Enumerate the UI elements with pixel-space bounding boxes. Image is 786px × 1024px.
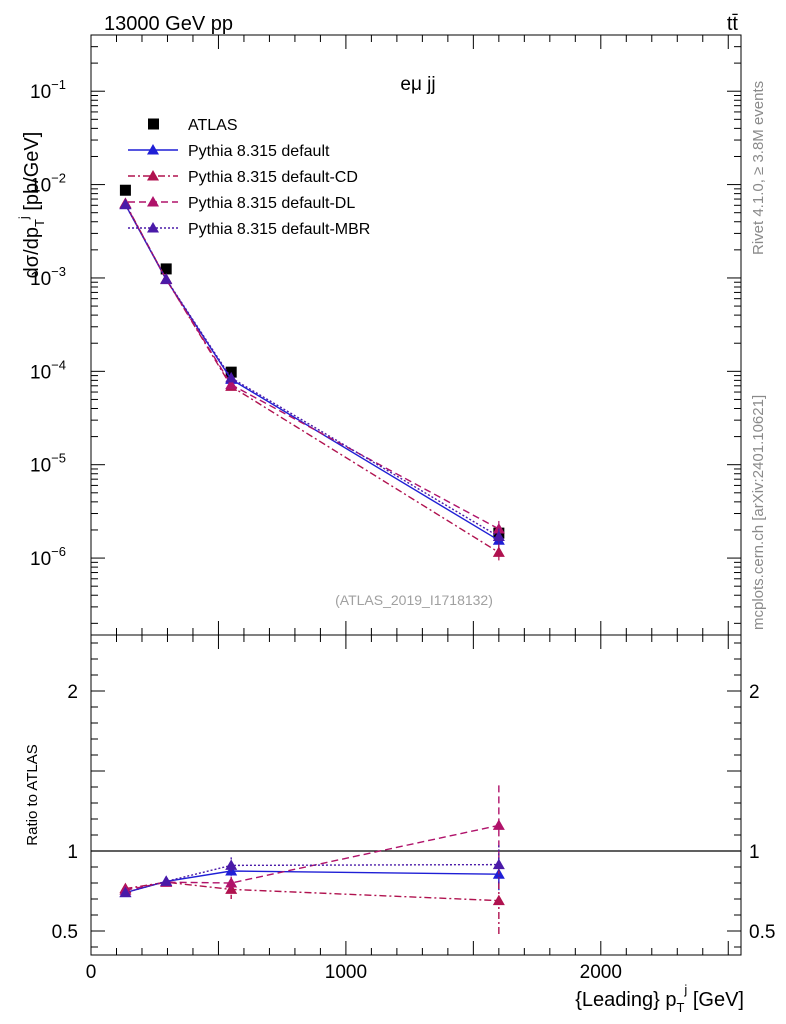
main-y-tick-label: 10−4 bbox=[30, 357, 66, 383]
legend-item: Pythia 8.315 default bbox=[128, 143, 330, 160]
legend-label: Pythia 8.315 default-MBR bbox=[188, 221, 370, 238]
rivet-info: Rivet 4.1.0, ≥ 3.8M events bbox=[750, 81, 767, 255]
ratio-marker bbox=[225, 877, 238, 888]
series-marker bbox=[160, 273, 173, 284]
ratio-marker bbox=[492, 819, 505, 830]
ratio-y-tick-label: 0.5 bbox=[52, 922, 78, 943]
legend-label: ATLAS bbox=[188, 117, 238, 134]
x-tick-label: 0 bbox=[86, 962, 97, 983]
legend: ATLAS Pythia 8.315 default Pythia 8.315 de… bbox=[128, 117, 370, 238]
ratio-pythia-8-315-default-cd bbox=[119, 867, 505, 935]
series-pythia-8-315-default bbox=[119, 198, 505, 549]
x-tick-label: 1000 bbox=[325, 962, 367, 983]
legend-marker bbox=[147, 222, 159, 233]
ratio-y-tick-label-right: 0.5 bbox=[749, 922, 775, 943]
process-label: tt̄ bbox=[727, 13, 739, 35]
ratio-line bbox=[125, 881, 499, 902]
legend-item: Pythia 8.315 default-DL bbox=[128, 195, 355, 212]
legend-item: Pythia 8.315 default-CD bbox=[128, 169, 358, 186]
series-line bbox=[124, 204, 500, 538]
x-tick-label: 2000 bbox=[580, 962, 622, 983]
legend-item: ATLAS bbox=[148, 117, 238, 134]
series-line bbox=[124, 203, 500, 530]
legend-marker bbox=[147, 144, 159, 155]
legend-label: Pythia 8.315 default-DL bbox=[188, 195, 355, 212]
main-ylabel: dσ/dpTj [pb/GeV] bbox=[16, 132, 47, 279]
series-line bbox=[124, 204, 500, 541]
main-y-tick-label: 10−5 bbox=[30, 451, 66, 477]
main-y-tick-label: 10−1 bbox=[30, 77, 66, 103]
ratio-marker bbox=[492, 858, 505, 870]
legend-marker bbox=[148, 118, 159, 130]
ratio-ylabel: Ratio to ATLAS bbox=[24, 744, 41, 845]
mcplots-info: mcplots.cern.ch [arXiv:2401.10621] bbox=[750, 395, 767, 630]
ratio-line bbox=[125, 863, 499, 894]
channel-label: eμ jj bbox=[400, 74, 435, 95]
series-pythia-8-315-default-cd bbox=[119, 197, 505, 561]
ratio-series bbox=[119, 785, 505, 935]
legend-marker bbox=[147, 196, 159, 207]
series-pythia-8-315-default-dl bbox=[119, 197, 505, 537]
legend-label: Pythia 8.315 default-CD bbox=[188, 169, 358, 186]
series-line bbox=[124, 202, 500, 553]
legend-item: Pythia 8.315 default-MBR bbox=[128, 221, 370, 238]
ratio-line bbox=[125, 824, 499, 891]
svg-text:{Leading} pTj [GeV]: {Leading} pTj [GeV] bbox=[575, 982, 744, 1015]
ratio-marker bbox=[160, 875, 173, 886]
ratio-pythia-8-315-default-mbr bbox=[119, 845, 505, 898]
beam-label: 13000 GeV pp bbox=[104, 13, 233, 35]
ratio-panel-frame bbox=[90, 634, 742, 956]
legend-marker bbox=[147, 170, 159, 181]
main-axes: 10−110−210−310−410−510−6 bbox=[30, 34, 741, 635]
legend-label: Pythia 8.315 default bbox=[188, 143, 330, 160]
ratio-axes: 0.5 0.5 1 1 2 2 0 1000 2000 bbox=[52, 635, 775, 983]
series-marker bbox=[119, 198, 132, 210]
series-marker bbox=[225, 378, 238, 390]
analysis-id: (ATLAS_2019_I1718132) bbox=[335, 592, 493, 608]
ratio-marker bbox=[225, 859, 238, 870]
ratio-marker bbox=[492, 894, 505, 906]
ratio-y-tick-label-right: 1 bbox=[749, 842, 760, 863]
atlas-data-point bbox=[119, 184, 131, 196]
atlas-data-point bbox=[160, 263, 172, 275]
ratio-marker bbox=[119, 886, 132, 898]
series-marker bbox=[225, 371, 238, 383]
series-pythia-8-315-default-mbr bbox=[119, 198, 505, 545]
ratio-y-tick-label: 1 bbox=[67, 842, 78, 863]
ratio-y-tick-label-right: 2 bbox=[749, 682, 760, 703]
ratio-pythia-8-315-default bbox=[119, 858, 505, 898]
main-y-tick-label: 10−6 bbox=[30, 544, 66, 570]
ratio-y-tick-label: 2 bbox=[67, 682, 78, 703]
x-axis-label: {Leading} pTj [GeV] bbox=[575, 982, 744, 1015]
svg-text:dσ/dpTj [pb/GeV]: dσ/dpTj [pb/GeV] bbox=[16, 132, 47, 279]
main-series bbox=[119, 184, 505, 561]
